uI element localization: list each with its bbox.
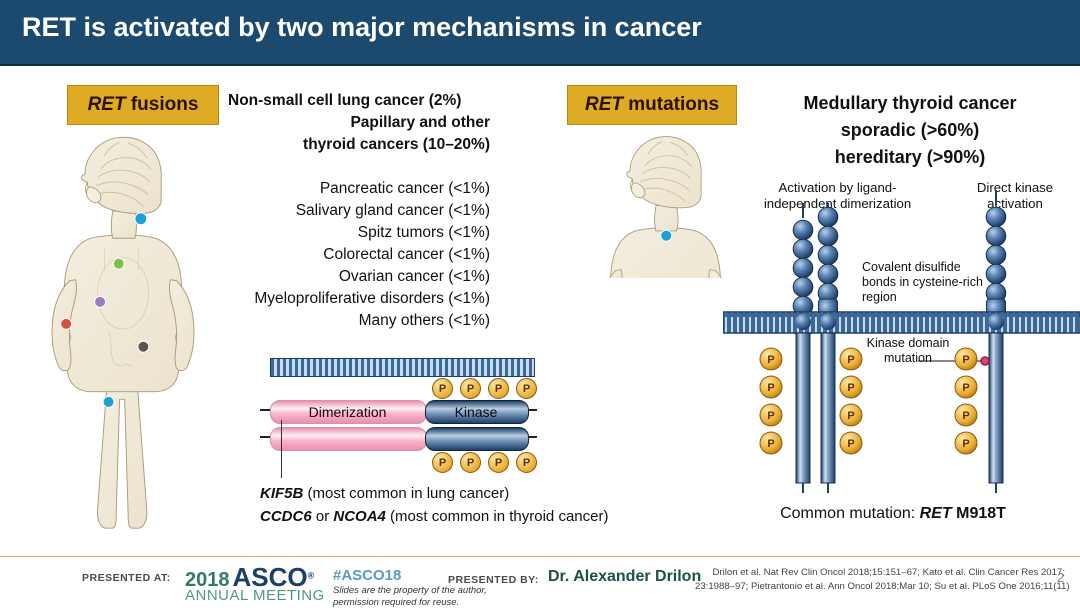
- svg-text:P: P: [962, 438, 969, 450]
- svg-text:P: P: [962, 410, 969, 422]
- svg-text:P: P: [767, 382, 774, 394]
- svg-text:P: P: [767, 354, 774, 366]
- svg-text:P: P: [767, 410, 774, 422]
- svg-text:P: P: [847, 438, 854, 450]
- svg-text:P: P: [962, 382, 969, 394]
- svg-text:P: P: [847, 410, 854, 422]
- svg-text:P: P: [847, 382, 854, 394]
- svg-text:P: P: [767, 438, 774, 450]
